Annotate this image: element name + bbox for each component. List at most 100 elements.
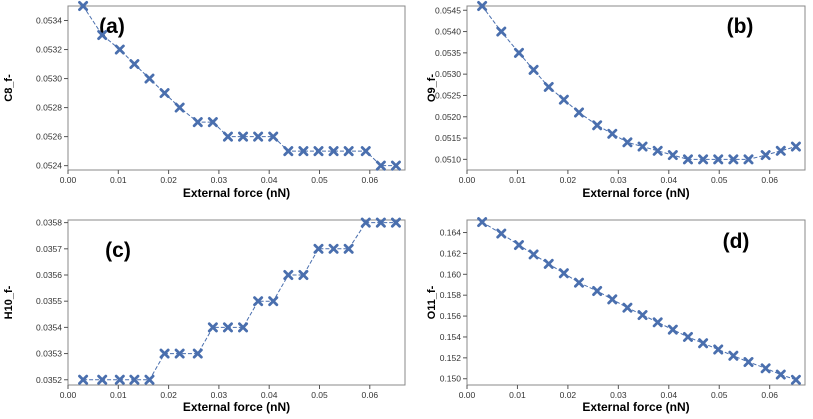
marker-stroke [192,117,203,128]
data-point [637,310,648,321]
data-point [375,217,386,228]
marker-stroke [129,374,140,385]
data-point [328,146,339,157]
marker-stroke [728,154,739,165]
y-tick-label: 0.0510 [435,154,461,164]
marker-stroke [144,73,155,84]
data-point [283,269,294,281]
marker-stroke [790,141,801,152]
marker-stroke [253,131,264,142]
marker-stroke [207,322,218,333]
data-point [592,120,603,131]
data-point [328,243,339,254]
y-tick-label: 0.0525 [435,90,461,100]
data-point [760,150,771,161]
x-tick-label: 0.04 [661,390,678,400]
y-tick-label: 0.0352 [36,375,62,385]
marker-stroke [222,131,233,142]
marker-stroke [558,268,569,279]
data-point [667,150,678,161]
data-point [360,217,371,228]
marker-stroke [283,146,294,157]
x-axis-label: External force (nN) [582,400,689,414]
y-tick-label: 0.150 [440,374,462,384]
marker-stroke [760,363,771,374]
data-point [222,131,233,142]
x-tick-label: 0.02 [560,390,577,400]
marker-stroke [558,94,569,105]
x-tick-label: 0.06 [761,175,778,185]
marker-stroke [283,269,294,281]
data-point [114,44,125,55]
marker-stroke [238,131,249,142]
marker-stroke [622,137,633,148]
panel-label: (c) [105,239,131,262]
marker-stroke [528,249,539,260]
marker-stroke [298,269,309,281]
y-tick-label: 0.162 [440,248,462,258]
marker-stroke [114,374,125,385]
data-point [713,344,724,355]
data-point [159,348,170,359]
marker-stroke [97,374,108,385]
y-tick-label: 0.158 [440,290,462,300]
x-tick-label: 0.00 [60,175,77,185]
marker-stroke [174,102,185,113]
x-tick-label: 0.03 [211,390,228,400]
marker-stroke [78,1,89,12]
marker-stroke [375,160,386,171]
x-tick-label: 0.00 [459,175,476,185]
data-point [496,228,507,239]
data-point [528,64,539,75]
data-point [375,160,386,171]
data-point [592,286,603,297]
marker-stroke [637,310,648,321]
y-tick-label: 0.0530 [36,74,62,84]
data-point [313,146,324,157]
y-tick-label: 0.0358 [36,218,62,228]
data-point [174,348,185,359]
y-tick-label: 0.0353 [36,349,62,359]
marker-stroke [268,296,279,307]
marker-stroke [513,240,524,251]
x-tick-label: 0.01 [509,390,526,400]
marker-stroke [607,294,618,305]
y-tick-label: 0.0354 [36,322,62,332]
y-tick-label: 0.156 [440,311,462,321]
data-point [477,217,488,228]
data-point [253,131,264,142]
y-tick-label: 0.0526 [36,132,62,142]
marker-stroke [328,146,339,157]
chart-panel-a: 0.00 0.01 0.02 0.03 0.04 0.05 0.06 0.0524 0.0526… [3,1,406,200]
marker-stroke [192,348,203,359]
data-point [78,1,89,12]
marker-stroke [222,322,233,333]
y-tick-label: 0.0357 [36,244,62,254]
data-point [144,374,155,385]
marker-stroke [637,141,648,152]
chart-panel-d: 0.00 0.01 0.02 0.03 0.04 0.05 0.06 0.150 0.152 0.… [426,217,806,414]
series-line-a [82,5,396,167]
y-axis-label: C8_f- [3,74,15,102]
x-tick-label: 0.03 [211,175,228,185]
data-point [477,1,488,12]
x-axis-label: External force (nN) [582,186,689,200]
marker-stroke [573,107,584,118]
data-point [622,302,633,313]
data-point [159,88,170,99]
marker-stroke [496,228,507,239]
data-point [114,374,125,385]
data-point [78,374,89,385]
y-tick-label: 0.164 [440,228,462,238]
marker-stroke [682,154,693,165]
marker-stroke [698,154,709,165]
y-tick-label: 0.0515 [435,133,461,143]
data-point [192,117,203,128]
data-point [790,374,801,385]
data-point [682,331,693,342]
data-point [360,146,371,157]
data-point [698,154,709,165]
plot-frame-b [466,5,806,171]
marker-stroke [607,128,618,139]
